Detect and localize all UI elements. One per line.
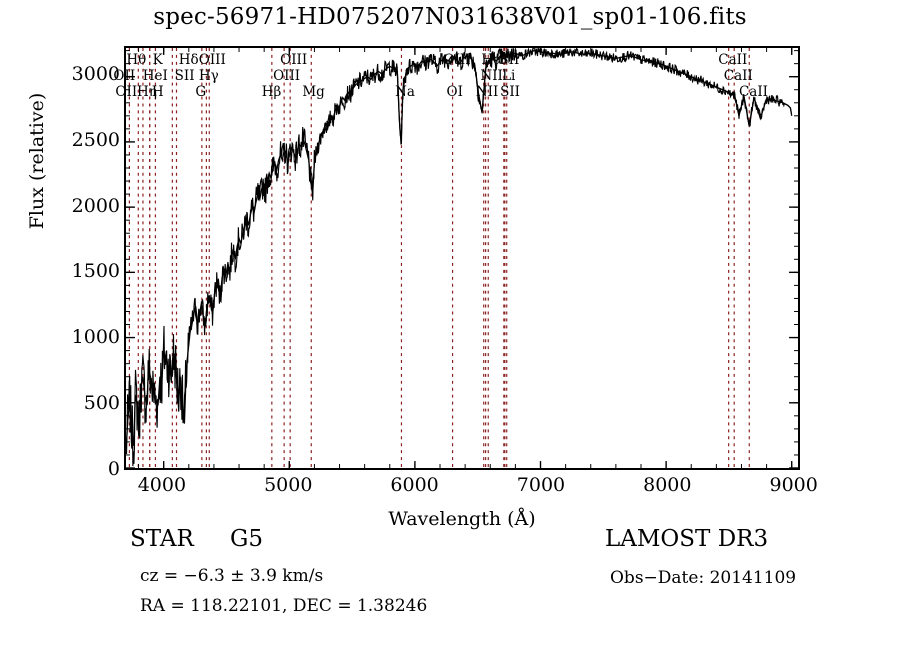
spectrum-canvas <box>126 48 798 468</box>
spectral-line-label: NII <box>475 84 499 100</box>
spectral-line-label: NII <box>480 68 503 84</box>
x-tick-label: 4000 <box>137 474 187 496</box>
spectral-line-label: OII <box>115 84 138 100</box>
y-tick-label: 0 <box>107 458 120 480</box>
spectral-line-label: Hγ <box>198 68 219 84</box>
x-axis-tick-labels: 4000 5000 6000 7000 8000 9000 <box>0 476 900 502</box>
survey-name: LAMOST DR3 <box>605 526 769 552</box>
spectral-line-label: SII <box>174 68 195 84</box>
spectral-type: G5 <box>230 526 264 552</box>
x-tick-label: 8000 <box>643 474 692 496</box>
spectral-line-label: Li <box>502 68 516 84</box>
spectral-line-label: OIII <box>280 52 308 68</box>
spectral-line-label: Hδ <box>178 52 199 68</box>
spectral-line-label: Na <box>395 84 415 100</box>
spectral-line-label: H <box>151 84 164 100</box>
observation-date: Obs−Date: 20141109 <box>610 568 797 588</box>
y-tick-label: 2000 <box>71 194 120 217</box>
spectral-line-label: CaII <box>723 68 753 84</box>
y-tick-label: 3000 <box>71 62 120 85</box>
spectral-line-label: SII <box>500 84 520 100</box>
spectral-line-label: Hη <box>137 84 157 100</box>
redshift-velocity: cz = −6.3 ± 3.9 km/s <box>140 566 324 586</box>
y-tick-label: 1000 <box>71 326 120 349</box>
spectrum-trace <box>126 49 793 452</box>
x-tick-label: 9000 <box>769 474 818 496</box>
y-tick-label: 500 <box>83 392 120 415</box>
spectral-line-label: HeI <box>142 68 168 84</box>
y-axis-tick-labels: 0 500 1000 1500 2000 2500 3000 <box>30 46 120 478</box>
x-tick-label: 7000 <box>516 474 566 496</box>
page-title: spec-56971-HD075207N031638V01_sp01-106.f… <box>153 4 747 30</box>
spectral-line-label: CaII <box>738 84 769 100</box>
coordinates: RA = 118.22101, DEC = 1.38246 <box>140 596 428 616</box>
spectral-line-label: OIII <box>443 52 471 68</box>
spectral-line-label: Hβ <box>261 84 282 100</box>
spectral-line-label: Mg <box>302 84 325 100</box>
spectral-line-label: OIII <box>198 52 226 68</box>
y-tick-label: 1500 <box>71 260 120 283</box>
plot-frame: OII Hη H OII HeI SII Hθ K Hδ G Hγ OIII Hβ OIII OIII Mg N… <box>113 46 800 470</box>
x-tick-label: 5000 <box>264 474 313 496</box>
spectral-line-label: SII <box>499 52 520 68</box>
spectral-line-label: OIII <box>273 68 301 84</box>
spectral-line-label: Hα <box>481 52 503 68</box>
spectral-line-label: OII <box>113 68 136 84</box>
footer-info: STAR G5 cz = −6.3 ± 3.9 km/s RA = 118.22… <box>0 526 900 646</box>
object-class: STAR <box>130 526 194 552</box>
spectrum-noise-trace <box>126 48 792 467</box>
spectral-line-label: G <box>195 84 207 100</box>
y-tick-label: 2500 <box>71 128 120 151</box>
spectral-line-label: CaII <box>718 52 748 68</box>
spectral-line-label: OI <box>446 84 463 100</box>
x-axis-title: Wavelength (Å) <box>388 508 536 530</box>
spectral-line-label: Hθ <box>126 52 147 68</box>
spectral-line-label: K <box>152 52 163 68</box>
x-tick-label: 6000 <box>390 474 439 496</box>
